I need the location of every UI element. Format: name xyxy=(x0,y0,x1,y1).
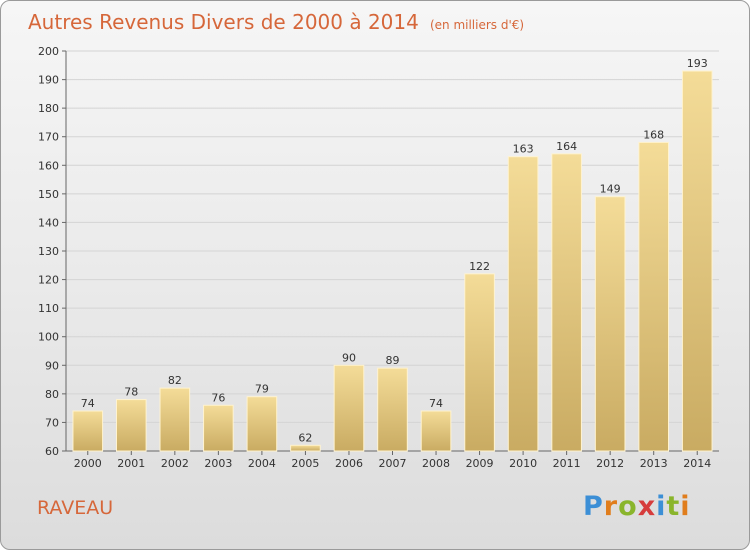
y-tick-label: 60 xyxy=(45,445,59,458)
x-tick-label: 2002 xyxy=(161,457,189,470)
commune-name: RAVEAU xyxy=(37,497,114,519)
x-tick-label: 2014 xyxy=(683,457,711,470)
bar xyxy=(159,387,191,452)
bar xyxy=(377,367,408,452)
logo-letter: r xyxy=(603,491,619,522)
x-tick-label: 2000 xyxy=(74,457,102,470)
y-tick-label: 200 xyxy=(38,45,59,58)
data-label: 163 xyxy=(513,143,534,156)
y-tick-label: 140 xyxy=(38,216,59,229)
bar xyxy=(72,410,104,452)
bar xyxy=(115,399,147,452)
bar xyxy=(507,156,539,452)
data-label: 82 xyxy=(168,374,182,387)
x-tick-label: 2012 xyxy=(596,457,624,470)
y-tick-label: 80 xyxy=(45,388,59,401)
x-tick-label: 2013 xyxy=(640,457,668,470)
y-tick-label: 190 xyxy=(38,74,59,87)
y-tick-label: 130 xyxy=(38,245,59,258)
data-label: 76 xyxy=(211,391,225,404)
data-label: 89 xyxy=(386,354,400,367)
bar xyxy=(333,364,365,452)
bar xyxy=(420,410,452,452)
proxiti-logo: Proxiti xyxy=(583,491,691,522)
bar xyxy=(203,404,234,452)
bar xyxy=(290,444,321,452)
data-label: 149 xyxy=(600,183,621,196)
x-tick-label: 2010 xyxy=(509,457,537,470)
y-tick-label: 110 xyxy=(38,302,59,315)
logo-letter: P xyxy=(583,491,604,522)
x-tick-label: 2009 xyxy=(466,457,494,470)
y-tick-label: 170 xyxy=(38,131,59,144)
logo-letter: i xyxy=(680,491,691,522)
logo-letter: i xyxy=(656,491,667,522)
x-tick-label: 2005 xyxy=(291,457,319,470)
y-tick-label: 180 xyxy=(38,102,59,115)
chart-title: Autres Revenus Divers de 2000 à 2014 (en… xyxy=(28,10,524,34)
y-tick-label: 90 xyxy=(45,359,59,372)
data-label: 78 xyxy=(124,386,138,399)
logo-letter: o xyxy=(618,491,638,522)
data-label: 62 xyxy=(298,431,312,444)
x-tick-label: 2001 xyxy=(117,457,145,470)
bar xyxy=(246,396,278,452)
bar xyxy=(638,141,670,452)
y-tick-label: 70 xyxy=(45,416,59,429)
data-label: 74 xyxy=(429,397,443,410)
x-tick-label: 2006 xyxy=(335,457,363,470)
data-label: 164 xyxy=(556,140,577,153)
bar xyxy=(464,273,495,452)
chart-unit: (en milliers d'€) xyxy=(429,18,525,32)
y-tick-label: 120 xyxy=(38,274,59,287)
x-tick-label: 2003 xyxy=(204,457,232,470)
y-tick-label: 150 xyxy=(38,188,59,201)
data-label: 168 xyxy=(643,128,664,141)
logo-letter: t xyxy=(666,491,681,522)
bar xyxy=(681,70,713,452)
data-label: 193 xyxy=(687,57,708,70)
x-tick-label: 2011 xyxy=(553,457,581,470)
bar xyxy=(551,153,582,452)
logo-letter: x xyxy=(637,491,657,522)
bar xyxy=(594,196,626,452)
data-label: 122 xyxy=(469,260,490,273)
y-tick-label: 160 xyxy=(38,159,59,172)
data-label: 90 xyxy=(342,351,356,364)
y-tick-label: 100 xyxy=(38,331,59,344)
x-tick-label: 2007 xyxy=(379,457,407,470)
chart-title-text: Autres Revenus Divers de 2000 à 2014 xyxy=(28,10,419,34)
x-tick-label: 2004 xyxy=(248,457,276,470)
data-label: 79 xyxy=(255,383,269,396)
x-tick-label: 2008 xyxy=(422,457,450,470)
data-label: 74 xyxy=(81,397,95,410)
